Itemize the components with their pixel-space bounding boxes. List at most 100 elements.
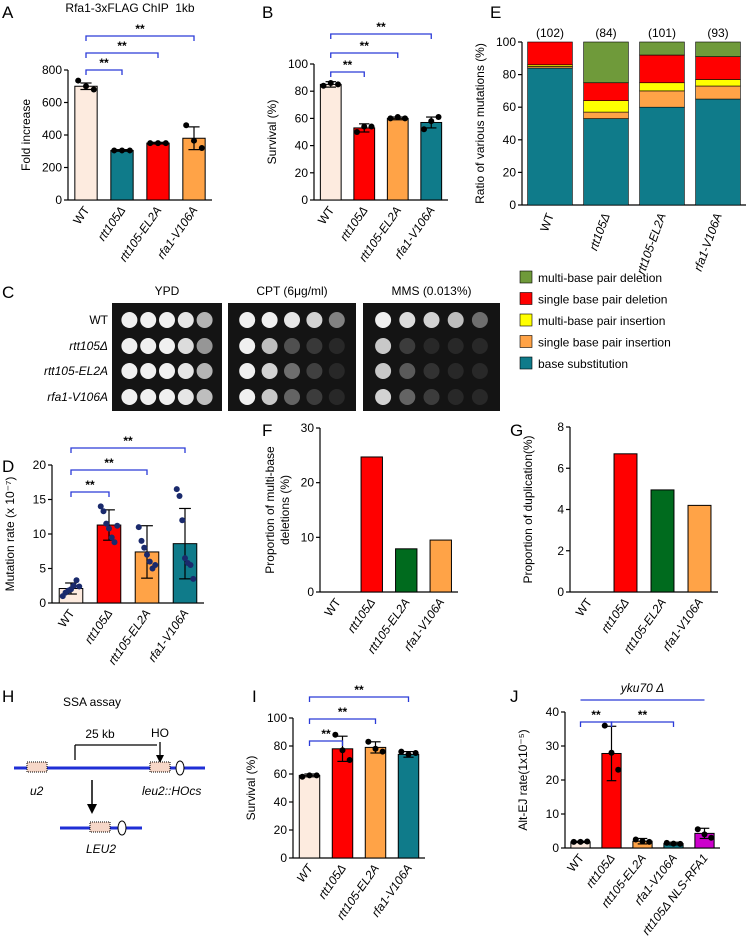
spot xyxy=(196,363,213,379)
data-point xyxy=(97,503,104,510)
bar xyxy=(395,548,418,593)
ho-arrow-head xyxy=(156,755,164,763)
spot xyxy=(375,363,392,379)
spot xyxy=(239,363,256,379)
data-point xyxy=(372,745,379,752)
arrow-head xyxy=(87,804,97,814)
data-point xyxy=(103,520,110,527)
spot xyxy=(284,363,300,379)
ho-label: HO xyxy=(151,726,169,740)
y-tick-label: 20 xyxy=(301,476,315,490)
spot xyxy=(328,363,345,379)
panel-letter: J xyxy=(510,687,519,706)
significance-bracket xyxy=(85,35,195,41)
bar-segment xyxy=(639,41,685,56)
data-point xyxy=(111,147,118,154)
spot xyxy=(239,389,256,405)
data-point xyxy=(144,551,150,558)
data-point xyxy=(190,575,197,582)
spot xyxy=(284,389,300,405)
data-point xyxy=(313,772,320,779)
data-point xyxy=(108,534,115,541)
bar-segment xyxy=(583,111,629,119)
spot xyxy=(121,312,138,328)
data-point xyxy=(187,562,194,569)
bar-label: (84) xyxy=(595,26,616,40)
bar xyxy=(687,504,712,593)
spot xyxy=(140,312,157,328)
data-point xyxy=(138,537,145,544)
significance-label: ** xyxy=(343,58,353,72)
y-tick-label: 0 xyxy=(552,841,559,855)
data-point xyxy=(663,839,670,846)
spot xyxy=(423,363,440,379)
y-tick-label: 40 xyxy=(295,139,309,153)
data-point xyxy=(412,750,419,756)
data-point xyxy=(435,114,442,121)
product-label: LEU2 xyxy=(86,842,116,856)
significance-bracket xyxy=(70,469,148,475)
x-tick-label: rtt105Δ xyxy=(586,211,612,252)
data-point xyxy=(701,831,708,838)
spot xyxy=(447,338,464,354)
data-point xyxy=(646,838,653,845)
spot xyxy=(196,389,213,405)
spot xyxy=(261,338,278,354)
product-box xyxy=(89,821,111,833)
bar-segment xyxy=(639,90,685,108)
bar-segment xyxy=(695,41,741,57)
x-tick-label: rtt105Δ xyxy=(95,204,129,244)
bar-segment xyxy=(583,41,629,84)
panel-letter: F xyxy=(262,421,272,440)
centromere xyxy=(117,820,127,836)
data-point xyxy=(353,129,360,135)
data-point xyxy=(361,123,368,130)
data-point xyxy=(90,86,97,93)
panel-letter: D xyxy=(2,457,14,476)
target-label: leu2::HOcs xyxy=(142,784,201,798)
y-axis-label: Proportion of multi-base xyxy=(263,446,277,574)
spot xyxy=(328,338,345,354)
bar-segment xyxy=(695,79,741,87)
spot xyxy=(159,312,175,328)
significance-bracket xyxy=(330,52,399,58)
data-point xyxy=(694,826,701,833)
legend-label: base substitution xyxy=(538,357,628,371)
spot xyxy=(196,338,213,354)
u2-box xyxy=(26,761,48,773)
spot xyxy=(471,312,488,328)
spot xyxy=(140,363,157,379)
significance-label: ** xyxy=(123,434,133,448)
data-point xyxy=(183,122,190,129)
data-point xyxy=(75,77,82,84)
y-axis-label: deletions (%) xyxy=(278,475,292,545)
y-tick-label: 8 xyxy=(557,420,564,434)
x-tick-label: WT xyxy=(573,595,596,619)
chart-title: yku70 Δ xyxy=(620,681,664,695)
data-point xyxy=(639,838,646,845)
y-tick-label: 100 xyxy=(288,57,308,71)
data-point xyxy=(111,539,118,546)
legend-label: single base pair deletion xyxy=(538,293,667,307)
bar xyxy=(429,539,452,593)
y-tick-label: 20 xyxy=(295,166,309,180)
significance-bracket xyxy=(610,721,675,727)
plate-label: YPD xyxy=(155,284,180,298)
data-point xyxy=(615,766,622,773)
y-tick-label: 60 xyxy=(274,767,288,781)
data-point xyxy=(339,747,346,754)
y-tick-label: 0 xyxy=(307,585,314,599)
significance-label: ** xyxy=(591,708,601,722)
x-tick-label: rtt105-EL2A xyxy=(634,211,669,276)
panel-letter: A xyxy=(2,3,14,22)
y-tick-label: 15 xyxy=(33,493,47,507)
spot xyxy=(423,389,440,405)
data-point xyxy=(73,577,80,584)
diagram-title: SSA assay xyxy=(63,695,121,709)
u2-label: u2 xyxy=(30,784,44,798)
spot xyxy=(447,389,464,405)
data-point xyxy=(306,772,313,779)
data-point xyxy=(126,147,133,154)
x-tick-label: rtt105Δ xyxy=(315,862,349,902)
